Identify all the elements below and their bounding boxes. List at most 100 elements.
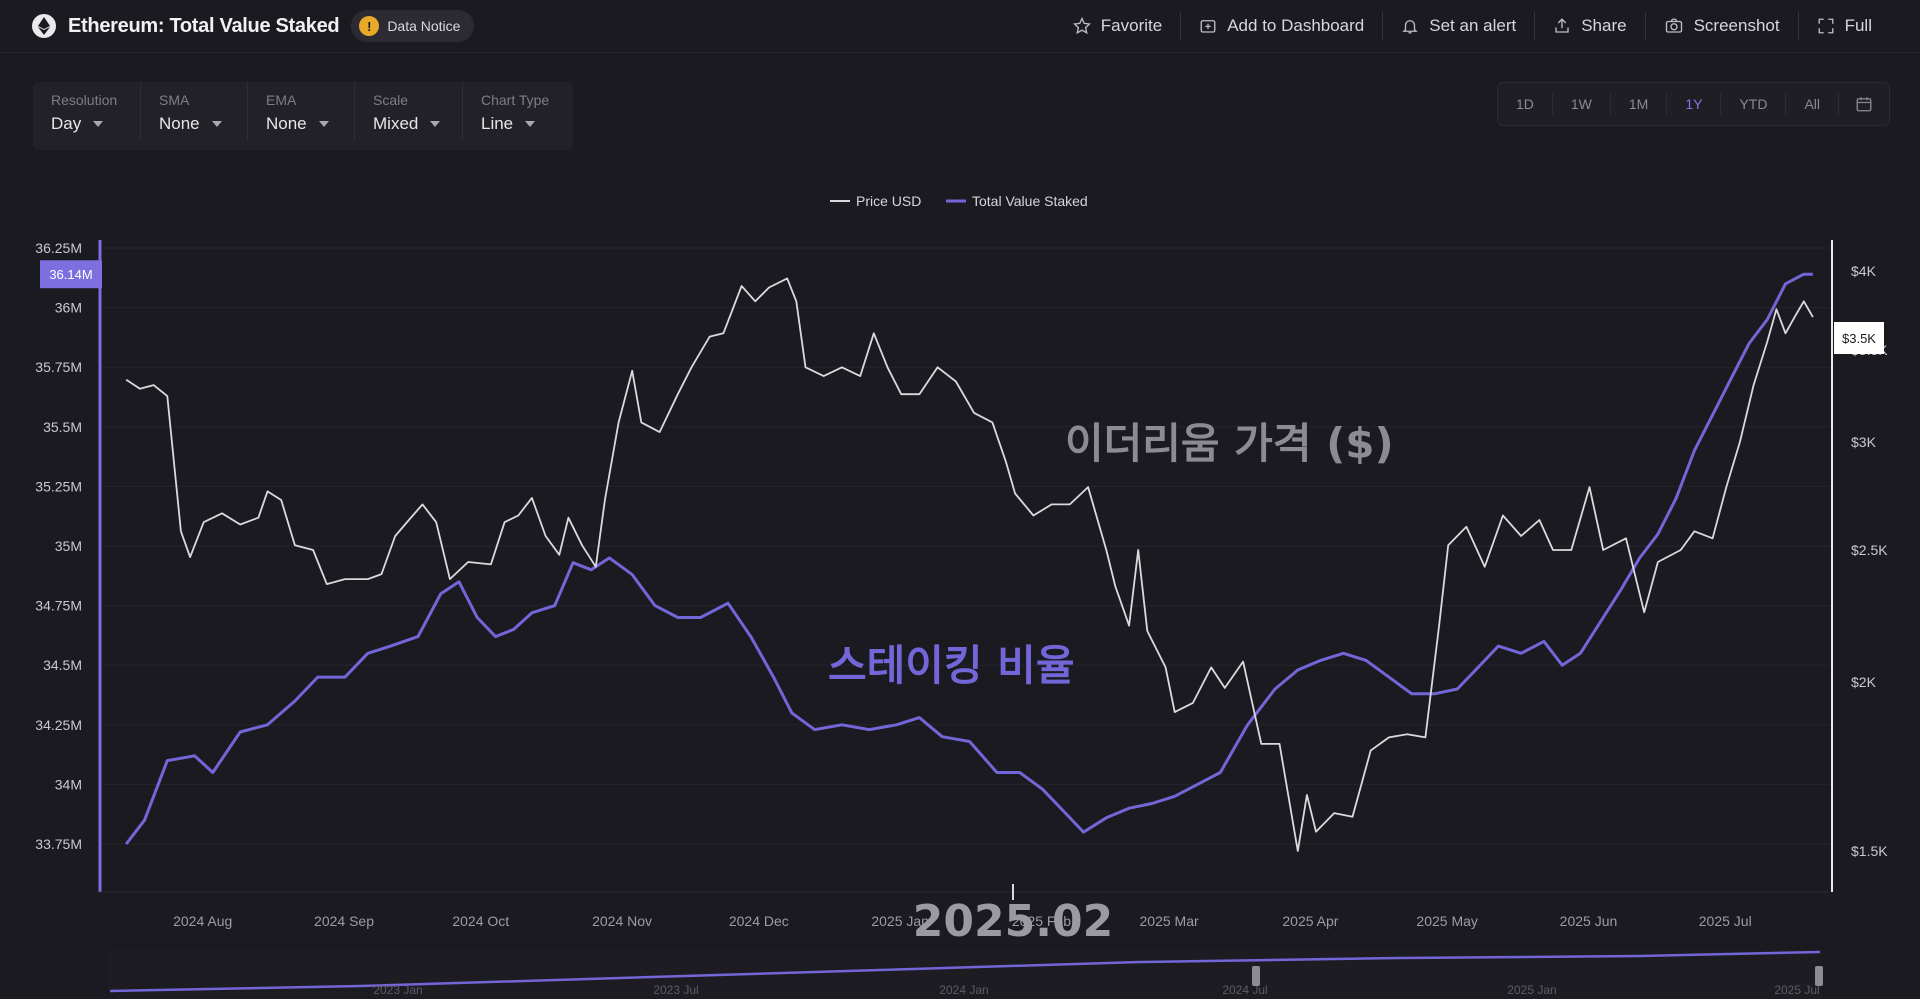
dashboard-add-icon (1200, 20, 1216, 33)
data-notice-badge[interactable]: ! Data Notice (351, 10, 475, 42)
scale-value: Mixed (373, 114, 419, 133)
navigator-series-line (109, 950, 1821, 993)
chart-type-value: Line (481, 114, 514, 133)
scale-dropdown[interactable]: Scale Mixed (355, 82, 463, 140)
y-left-tick-label: 35.5M (43, 419, 82, 435)
time-range-selector: 1D 1W 1M 1Y YTD All (1496, 82, 1890, 126)
y-right-tick-label: $2K (1851, 674, 1877, 690)
y-left-tick-label: 35.75M (35, 359, 82, 375)
legend: Price USD Total Value Staked (830, 193, 1088, 209)
range-1m[interactable]: 1M (1611, 93, 1668, 115)
screenshot-label: Screenshot (1693, 16, 1780, 35)
legend-label-staked: Total Value Staked (972, 193, 1088, 209)
add-to-dashboard-label: Add to Dashboard (1227, 16, 1365, 35)
y-left-tick-label: 36.25M (35, 240, 82, 256)
range-1y[interactable]: 1Y (1667, 93, 1722, 115)
y-left-tick-label: 35M (55, 538, 82, 554)
x-tick-label: 2024 Dec (729, 913, 789, 929)
x-tick-label: 2024 Oct (452, 913, 509, 929)
chevron-down-icon (525, 121, 536, 127)
star-icon (1072, 17, 1091, 35)
range-1w[interactable]: 1W (1553, 93, 1611, 115)
range-ytd[interactable]: YTD (1721, 93, 1787, 115)
y-right-tick-label: $1.5K (1851, 843, 1888, 859)
range-1d[interactable]: 1D (1498, 93, 1553, 115)
chart-controls: Resolution Day SMA None EMA None Scale M… (33, 82, 573, 150)
sma-label: SMA (159, 92, 190, 108)
annotation-staking-ratio: 스테이킹 비율 (828, 641, 1074, 690)
y-left-tick-label: 34M (55, 776, 82, 792)
calendar-icon (1856, 97, 1872, 112)
y-left-tick-label: 33.75M (35, 836, 82, 852)
navigator-label: 2024 Jul (1222, 983, 1267, 997)
fullscreen-icon (1818, 18, 1834, 34)
navigator-label: 2025 Jan (1507, 983, 1556, 997)
chevron-down-icon (430, 121, 441, 127)
title-group: Ethereum: Total Value Staked ! Data Noti… (32, 10, 475, 42)
sma-value: None (159, 114, 200, 133)
current-right-value-label: $3.5K (1842, 331, 1876, 346)
y-left-tick-label: 36M (55, 300, 82, 316)
fullscreen-button[interactable]: Full (1797, 12, 1890, 40)
bell-icon (1402, 20, 1418, 34)
annotation-date: 2025.02 (913, 896, 1113, 947)
navigator-label: 2023 Jan (373, 983, 422, 997)
grid (100, 247, 1830, 845)
y-left-tick-label: 34.5M (43, 657, 82, 673)
x-tick-label: 2025 Mar (1140, 913, 1199, 929)
chevron-down-icon (318, 121, 329, 127)
share-button[interactable]: Share (1534, 12, 1644, 40)
x-tick-label: 2025 Feb (1012, 913, 1071, 929)
navigator-handle-left (1252, 966, 1260, 986)
x-tick-label: 2024 Nov (592, 913, 652, 929)
ema-value: None (266, 114, 307, 133)
page-title: Ethereum: Total Value Staked (68, 14, 340, 37)
chart-type-label: Chart Type (481, 92, 550, 108)
annotation-ethereum-price: 이더리움 가격 ($) (1065, 419, 1394, 468)
resolution-value: Day (51, 114, 82, 133)
y-right-tick-label: $3K (1851, 434, 1877, 450)
screenshot-button[interactable]: Screenshot (1644, 12, 1798, 40)
x-tick-label: 2025 May (1416, 913, 1477, 929)
navigator-track (108, 950, 1822, 999)
y-left-tick-label: 34.75M (35, 598, 82, 614)
chevron-down-icon (211, 121, 222, 127)
ema-label: EMA (266, 92, 297, 108)
y-right-tick-label: $4K (1851, 263, 1877, 279)
y-left-tick-label: 34.25M (35, 717, 82, 733)
x-tick-label: 2024 Sep (314, 913, 374, 929)
set-alert-button[interactable]: Set an alert (1382, 12, 1534, 40)
data-notice-label: Data Notice (387, 18, 461, 34)
current-left-value-label: 36.14M (49, 267, 92, 282)
x-tick-label: 2025 Jan (871, 913, 929, 929)
chart-type-dropdown[interactable]: Chart Type Line (463, 82, 573, 140)
ema-dropdown[interactable]: EMA None (248, 82, 355, 140)
x-tick-label: 2025 Jul (1699, 913, 1752, 929)
navigator-label: 2023 Jul (653, 983, 698, 997)
axes: 36.25M 36M 35.75M 35.5M 35.25M 35M 34.75M 34.5M… (35, 240, 1888, 929)
share-icon (1555, 18, 1569, 33)
scale-label: Scale (373, 92, 409, 108)
current-right-value-badge (1834, 322, 1884, 354)
favorite-label: Favorite (1100, 16, 1163, 35)
x-tick-label: 2024 Aug (173, 913, 232, 929)
warning-icon: ! (359, 16, 380, 36)
resolution-dropdown[interactable]: Resolution Day (33, 82, 141, 140)
range-all[interactable]: All (1786, 93, 1839, 115)
favorite-button[interactable]: Favorite (1055, 12, 1180, 40)
calendar-button[interactable] (1839, 93, 1889, 115)
legend-label-price: Price USD (856, 193, 921, 209)
range-navigator[interactable]: 2023 Jan 2023 Jul 2024 Jan 2024 Jul 2025 Jan… (108, 950, 1823, 999)
navigator-label: 2025 Jul (1774, 983, 1819, 997)
add-to-dashboard-button[interactable]: Add to Dashboard (1180, 12, 1382, 40)
y-right-tick-label: $2.5K (1851, 542, 1888, 558)
ethereum-logo-icon (32, 14, 56, 38)
resolution-label: Resolution (51, 92, 118, 108)
x-tick-label: 2025 Apr (1282, 913, 1338, 929)
y-left-tick-label: 35.25M (35, 478, 82, 494)
x-tick-label: 2025 Jun (1560, 913, 1618, 929)
sma-dropdown[interactable]: SMA None (141, 82, 248, 140)
chevron-down-icon (93, 121, 104, 127)
top-bar: Ethereum: Total Value Staked ! Data Noti… (0, 0, 1920, 53)
